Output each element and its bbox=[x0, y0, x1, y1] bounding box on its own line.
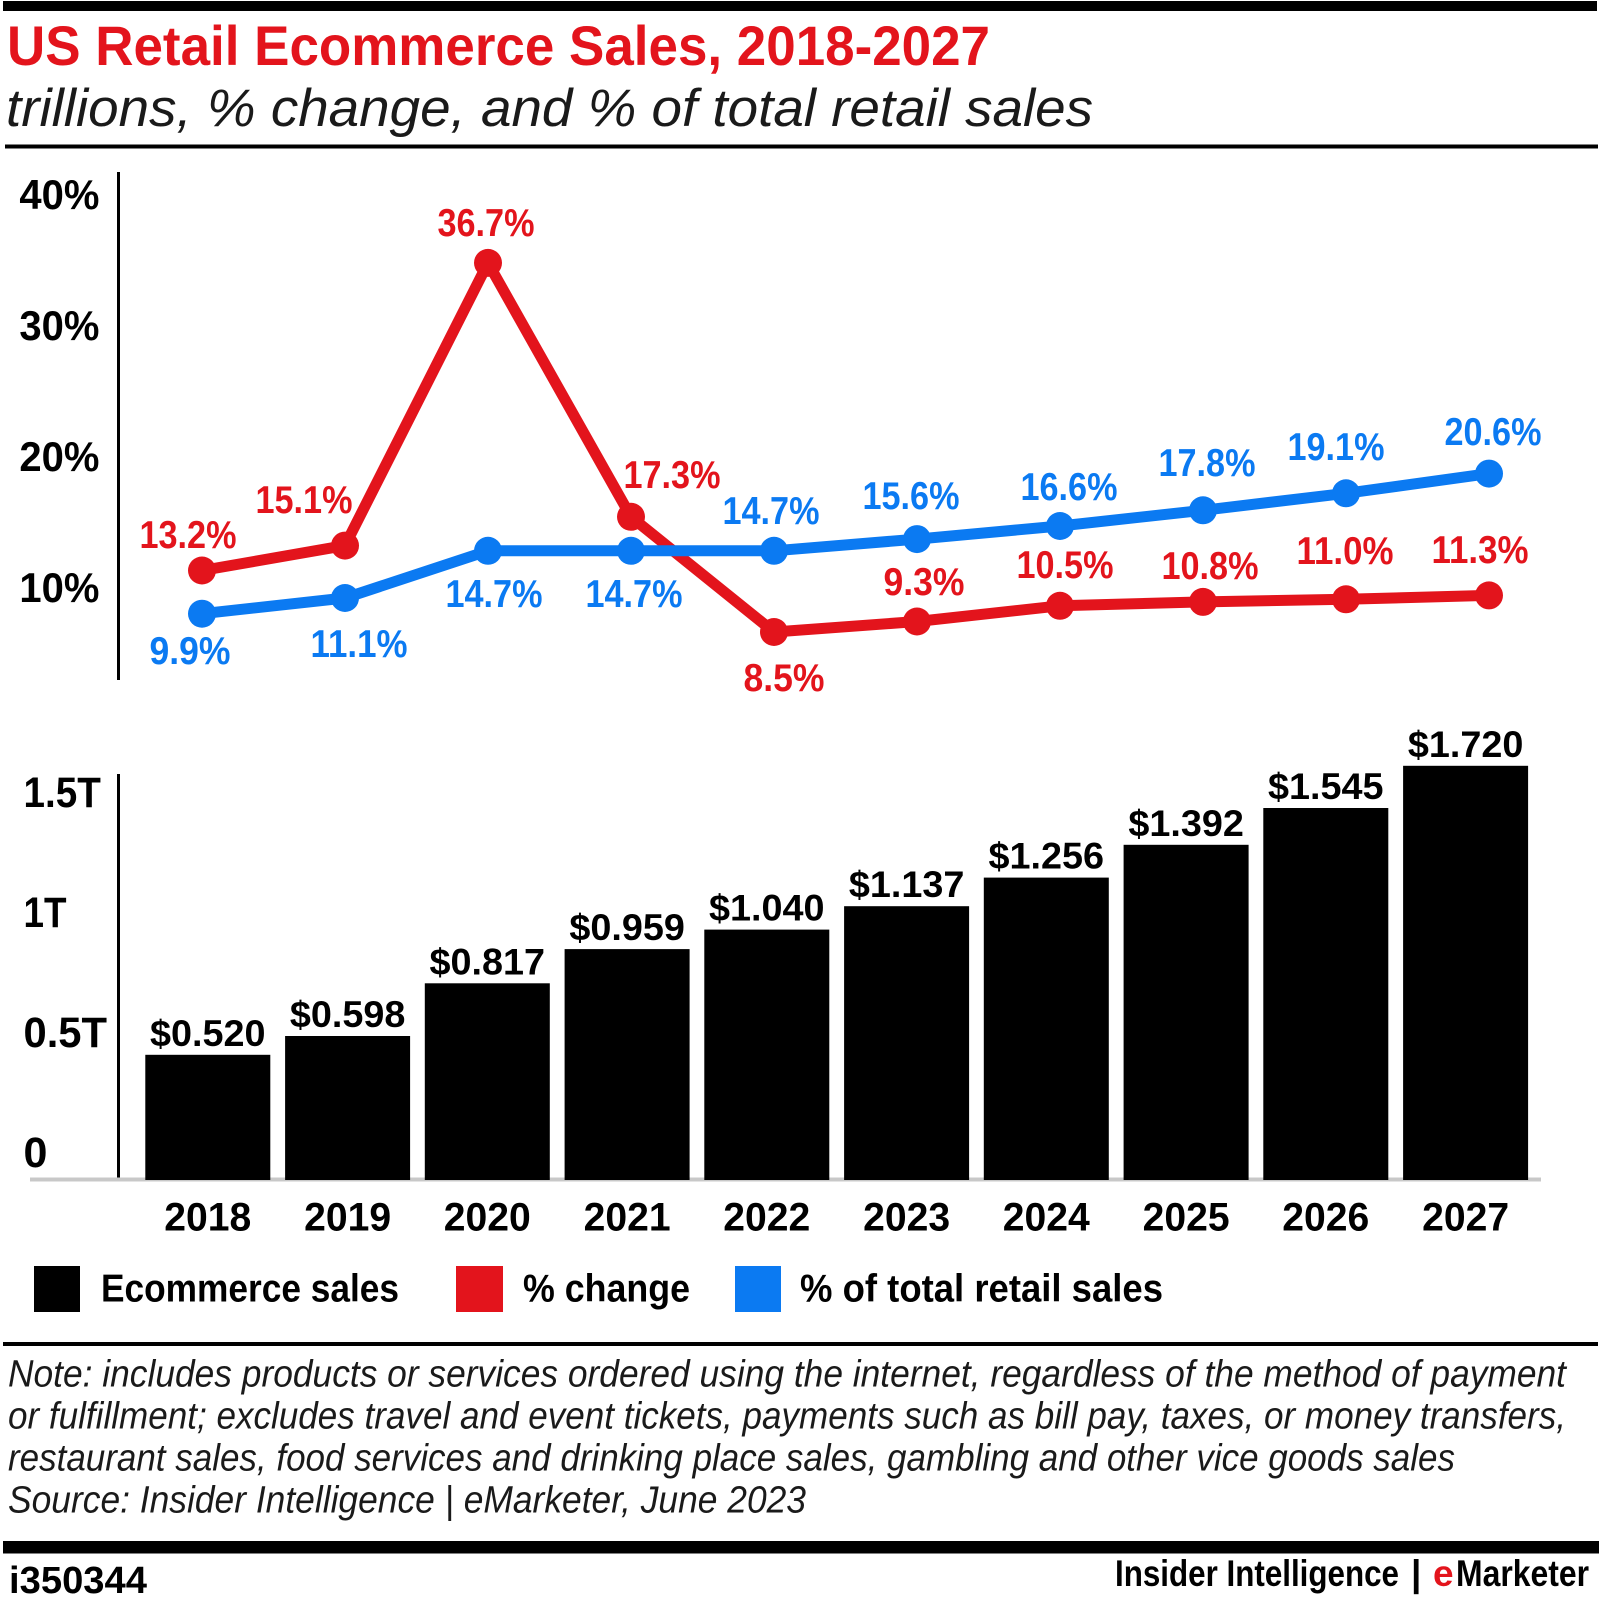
svg-text:40%: 40% bbox=[19, 171, 99, 218]
svg-text:10.5%: 10.5% bbox=[1017, 544, 1114, 587]
svg-text:US Retail Ecommerce Sales, 201: US Retail Ecommerce Sales, 2018-2027 bbox=[7, 14, 990, 77]
svg-text:$1.545: $1.545 bbox=[1268, 766, 1384, 807]
svg-text:15.6%: 15.6% bbox=[863, 475, 960, 518]
svg-text:0: 0 bbox=[24, 1129, 48, 1177]
svg-text:restaurant sales, food service: restaurant sales, food services and drin… bbox=[8, 1438, 1455, 1480]
svg-text:36.7%: 36.7% bbox=[438, 202, 535, 245]
svg-text:$0.959: $0.959 bbox=[569, 907, 685, 948]
svg-text:10%: 10% bbox=[19, 564, 99, 611]
svg-text:% change: % change bbox=[523, 1268, 690, 1311]
svg-text:trillions, % change, and % of: trillions, % change, and % of total reta… bbox=[6, 79, 1093, 138]
svg-text:Ecommerce sales: Ecommerce sales bbox=[101, 1268, 399, 1311]
svg-text:2019: 2019 bbox=[304, 1196, 391, 1240]
svg-text:2021: 2021 bbox=[584, 1196, 671, 1240]
svg-text:or fulfillment; excludes trave: or fulfillment; excludes travel and even… bbox=[8, 1396, 1566, 1438]
svg-text:19.1%: 19.1% bbox=[1288, 426, 1385, 469]
svg-text:$1.137: $1.137 bbox=[849, 864, 965, 905]
svg-text:Source: Insider Intelligence |: Source: Insider Intelligence | eMarketer… bbox=[8, 1480, 806, 1522]
svg-text:14.7%: 14.7% bbox=[723, 490, 820, 533]
svg-text:13.2%: 13.2% bbox=[140, 514, 237, 557]
svg-text:16.6%: 16.6% bbox=[1021, 466, 1118, 509]
svg-text:2027: 2027 bbox=[1422, 1196, 1509, 1240]
svg-text:14.7%: 14.7% bbox=[586, 573, 683, 616]
svg-text:2026: 2026 bbox=[1282, 1196, 1369, 1240]
svg-text:17.3%: 17.3% bbox=[624, 454, 721, 497]
svg-text:Note: includes products or ser: Note: includes products or services orde… bbox=[8, 1354, 1567, 1396]
svg-text:1T: 1T bbox=[24, 889, 67, 937]
svg-text:30%: 30% bbox=[19, 302, 99, 349]
svg-text:2022: 2022 bbox=[723, 1196, 810, 1240]
svg-text:17.8%: 17.8% bbox=[1159, 442, 1256, 485]
svg-text:% of total retail sales: % of total retail sales bbox=[800, 1268, 1163, 1311]
svg-text:10.8%: 10.8% bbox=[1162, 545, 1259, 588]
svg-text:8.5%: 8.5% bbox=[744, 657, 825, 700]
svg-text:$0.817: $0.817 bbox=[430, 941, 546, 982]
svg-text:$0.598: $0.598 bbox=[290, 994, 406, 1035]
svg-text:2020: 2020 bbox=[444, 1196, 531, 1240]
svg-text:11.0%: 11.0% bbox=[1297, 530, 1394, 573]
svg-text:9.9%: 9.9% bbox=[150, 630, 231, 673]
svg-text:$1.040: $1.040 bbox=[709, 888, 825, 929]
svg-text:2023: 2023 bbox=[863, 1196, 950, 1240]
svg-text:20%: 20% bbox=[19, 433, 99, 480]
svg-text:20.6%: 20.6% bbox=[1445, 411, 1542, 454]
svg-text:2025: 2025 bbox=[1143, 1196, 1230, 1240]
svg-text:2018: 2018 bbox=[164, 1196, 251, 1240]
svg-text:0.5T: 0.5T bbox=[24, 1009, 108, 1057]
svg-text:i350344: i350344 bbox=[9, 1560, 147, 1602]
svg-text:$1.720: $1.720 bbox=[1408, 724, 1524, 765]
svg-text:Marketer: Marketer bbox=[1456, 1553, 1589, 1594]
svg-text:2024: 2024 bbox=[1003, 1196, 1090, 1240]
svg-text:14.7%: 14.7% bbox=[446, 573, 543, 616]
svg-text:1.5T: 1.5T bbox=[24, 769, 101, 817]
svg-text:$0.520: $0.520 bbox=[150, 1013, 266, 1054]
svg-text:15.1%: 15.1% bbox=[256, 479, 353, 522]
svg-text:11.3%: 11.3% bbox=[1432, 529, 1529, 572]
svg-text:|: | bbox=[1411, 1553, 1421, 1595]
svg-text:e: e bbox=[1433, 1553, 1454, 1594]
svg-text:11.1%: 11.1% bbox=[311, 623, 408, 666]
svg-text:$1.392: $1.392 bbox=[1128, 803, 1244, 844]
svg-text:Insider Intelligence: Insider Intelligence bbox=[1115, 1553, 1399, 1594]
svg-text:9.3%: 9.3% bbox=[884, 561, 965, 604]
svg-text:$1.256: $1.256 bbox=[989, 836, 1105, 877]
